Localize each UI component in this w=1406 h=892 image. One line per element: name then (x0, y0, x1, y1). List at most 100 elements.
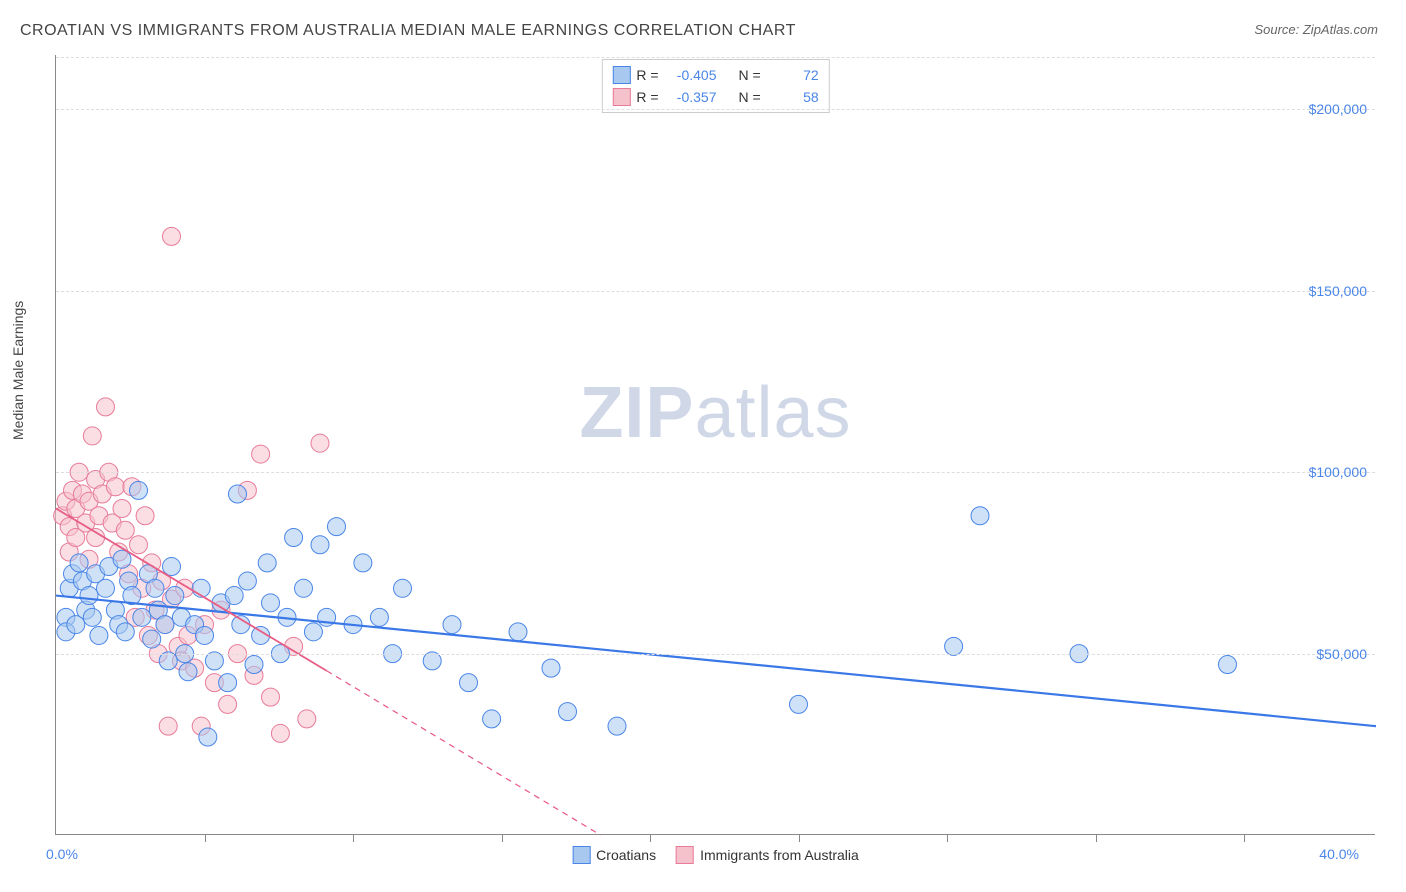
data-point (559, 703, 577, 721)
data-point (971, 507, 989, 525)
legend-swatch-1 (676, 846, 694, 864)
data-point (83, 427, 101, 445)
x-tick (650, 834, 651, 842)
corr-row-0: R = -0.405 N = 72 (612, 64, 818, 86)
legend-item-0: Croatians (572, 846, 656, 864)
corr-row-1: R = -0.357 N = 58 (612, 86, 818, 108)
data-point (295, 579, 313, 597)
corr-n-value-0: 72 (767, 67, 819, 83)
data-point (83, 608, 101, 626)
trend-line-dashed (327, 671, 601, 835)
x-tick (1096, 834, 1097, 842)
data-point (166, 587, 184, 605)
data-point (163, 227, 181, 245)
y-tick-label: $200,000 (1309, 101, 1367, 117)
gridline (56, 109, 1375, 110)
data-point (225, 587, 243, 605)
legend-label-0: Croatians (596, 847, 656, 863)
data-point (258, 554, 276, 572)
data-point (483, 710, 501, 728)
corr-r-value-0: -0.405 (665, 67, 717, 83)
data-point (116, 521, 134, 539)
data-point (394, 579, 412, 597)
legend-label-1: Immigrants from Australia (700, 847, 859, 863)
x-tick (799, 834, 800, 842)
plot-area: ZIPatlas R = -0.405 N = 72 R = -0.357 N … (55, 55, 1375, 835)
data-point (285, 529, 303, 547)
data-point (298, 710, 316, 728)
data-point (219, 695, 237, 713)
data-point (1219, 655, 1237, 673)
data-point (97, 398, 115, 416)
data-point (113, 499, 131, 517)
y-axis-label: Median Male Earnings (10, 301, 26, 440)
x-tick (947, 834, 948, 842)
data-point (252, 445, 270, 463)
data-point (143, 630, 161, 648)
data-point (370, 608, 388, 626)
data-point (130, 481, 148, 499)
data-point (199, 728, 217, 746)
data-point (460, 674, 478, 692)
legend-item-1: Immigrants from Australia (676, 846, 859, 864)
data-point (133, 608, 151, 626)
data-point (608, 717, 626, 735)
x-tick (353, 834, 354, 842)
x-tick (205, 834, 206, 842)
x-tick (1244, 834, 1245, 842)
gridline (56, 472, 1375, 473)
corr-r-value-1: -0.357 (665, 89, 717, 105)
data-point (163, 558, 181, 576)
y-tick-label: $100,000 (1309, 464, 1367, 480)
data-point (238, 572, 256, 590)
data-point (90, 626, 108, 644)
y-tick-label: $50,000 (1316, 646, 1367, 662)
data-point (97, 579, 115, 597)
data-point (130, 536, 148, 554)
data-point (80, 587, 98, 605)
corr-r-label: R = (636, 67, 658, 83)
data-point (262, 594, 280, 612)
data-point (229, 485, 247, 503)
corr-r-label: R = (636, 89, 658, 105)
series-legend: Croatians Immigrants from Australia (572, 846, 859, 864)
data-point (311, 434, 329, 452)
corr-n-label: N = (739, 89, 761, 105)
x-tick (502, 834, 503, 842)
data-point (790, 695, 808, 713)
data-point (196, 626, 214, 644)
data-point (328, 518, 346, 536)
data-point (106, 478, 124, 496)
data-point (542, 659, 560, 677)
gridline (56, 654, 1375, 655)
data-point (219, 674, 237, 692)
y-tick-label: $150,000 (1309, 283, 1367, 299)
data-point (304, 623, 322, 641)
gridline (56, 57, 1375, 58)
corr-n-value-1: 58 (767, 89, 819, 105)
x-axis-max-label: 40.0% (1319, 846, 1359, 862)
data-point (262, 688, 280, 706)
data-point (443, 616, 461, 634)
chart-svg (56, 55, 1375, 834)
correlation-legend: R = -0.405 N = 72 R = -0.357 N = 58 (601, 59, 829, 113)
corr-n-label: N = (739, 67, 761, 83)
data-point (354, 554, 372, 572)
swatch-series-0 (612, 66, 630, 84)
data-point (70, 554, 88, 572)
data-point (146, 579, 164, 597)
data-point (245, 655, 263, 673)
data-point (159, 717, 177, 735)
data-point (136, 507, 154, 525)
legend-swatch-0 (572, 846, 590, 864)
source-attribution: Source: ZipAtlas.com (1254, 22, 1378, 37)
chart-title: CROATIAN VS IMMIGRANTS FROM AUSTRALIA ME… (20, 22, 796, 40)
x-axis-min-label: 0.0% (46, 846, 78, 862)
data-point (311, 536, 329, 554)
data-point (116, 623, 134, 641)
data-point (179, 663, 197, 681)
data-point (113, 550, 131, 568)
data-point (271, 724, 289, 742)
gridline (56, 291, 1375, 292)
data-point (509, 623, 527, 641)
